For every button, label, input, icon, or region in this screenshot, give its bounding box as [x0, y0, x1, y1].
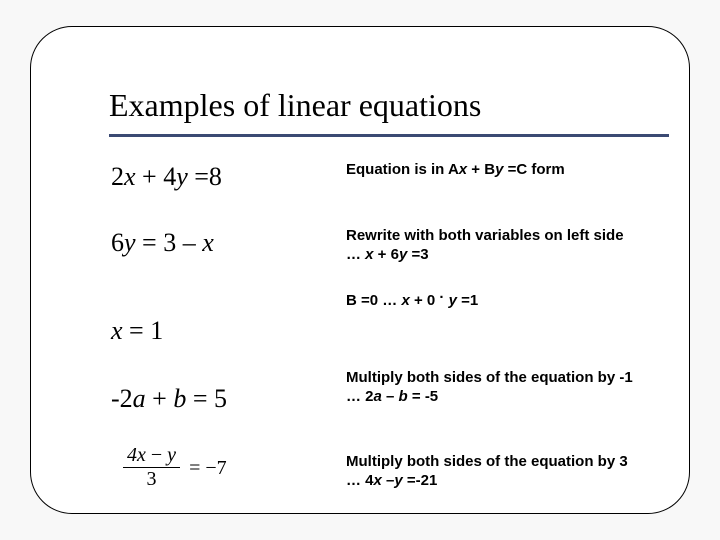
- equation: 4x − y 3 = −7: [111, 445, 346, 490]
- note-var: x: [401, 292, 409, 309]
- eq-text: -2: [111, 384, 133, 413]
- example-row: x = 1 B =0 … x + 0 · y =1: [111, 289, 671, 346]
- eq-text: 6: [111, 228, 124, 257]
- eq-var: a: [133, 384, 146, 413]
- equation: -2a + b = 5: [111, 369, 346, 414]
- note-text: B =0 …: [346, 292, 401, 309]
- note-var: b: [399, 388, 408, 405]
- note-var: x: [365, 246, 373, 263]
- eq-var: y: [167, 444, 176, 466]
- eq-text: + 4: [136, 162, 177, 191]
- eq-var: y: [176, 162, 188, 191]
- eq-var: b: [173, 384, 186, 413]
- example-row: 4x − y 3 = −7 Multiply both sides of the…: [111, 445, 671, 491]
- eq-text: = 1: [123, 316, 164, 345]
- example-row: 2x + 4y =8 Equation is in Ax + By =C for…: [111, 161, 671, 192]
- note-var: x: [459, 161, 467, 178]
- eq-text: 4: [127, 444, 137, 466]
- note-var: y: [449, 292, 457, 309]
- equation: x = 1: [111, 289, 346, 346]
- equation-note: Equation is in Ax + By =C form: [346, 161, 641, 180]
- equation: 2x + 4y =8: [111, 161, 346, 192]
- note-text: =3: [407, 246, 428, 263]
- title-underline: [109, 134, 669, 137]
- note-text: = -5: [408, 388, 438, 405]
- note-text: =-21: [403, 472, 438, 489]
- note-text: + 6: [374, 246, 399, 263]
- eq-text: = −7: [180, 457, 227, 479]
- note-text: + B: [467, 161, 495, 178]
- fraction: 4x − y 3: [123, 445, 180, 490]
- note-text: –: [382, 388, 399, 405]
- eq-var: x: [124, 162, 136, 191]
- eq-var: x: [111, 316, 123, 345]
- fraction-numerator: 4x − y: [123, 445, 180, 468]
- eq-text: =8: [188, 162, 222, 191]
- equation-note: Multiply both sides of the equation by 3…: [346, 445, 641, 491]
- note-text: + 0: [410, 292, 440, 309]
- equation-note: B =0 … x + 0 · y =1: [346, 289, 641, 311]
- eq-var: y: [124, 228, 136, 257]
- note-text: Equation is in A: [346, 161, 459, 178]
- note-text: =1: [457, 292, 478, 309]
- note-text: –: [382, 472, 395, 489]
- equation-note: Multiply both sides of the equation by -…: [346, 369, 641, 407]
- title-block: Examples of linear equations: [109, 87, 649, 137]
- eq-text: = 5: [186, 384, 227, 413]
- eq-text: = 3 –: [136, 228, 203, 257]
- eq-text: 2: [111, 162, 124, 191]
- eq-var: x: [137, 444, 146, 466]
- example-row: 6y = 3 – x Rewrite with both variables o…: [111, 227, 671, 265]
- slide-title: Examples of linear equations: [109, 87, 649, 130]
- example-row: -2a + b = 5 Multiply both sides of the e…: [111, 369, 671, 414]
- equation: 6y = 3 – x: [111, 227, 346, 258]
- note-var: y: [394, 472, 402, 489]
- note-text: =C form: [503, 161, 564, 178]
- note-var: a: [374, 388, 382, 405]
- equation-note: Rewrite with both variables on left side…: [346, 227, 641, 265]
- eq-text: +: [146, 384, 174, 413]
- fraction-denominator: 3: [123, 468, 180, 490]
- eq-text: −: [146, 444, 167, 466]
- slide-frame: Examples of linear equations 2x + 4y =8 …: [30, 26, 690, 514]
- eq-var: x: [202, 228, 214, 257]
- note-var: x: [374, 472, 382, 489]
